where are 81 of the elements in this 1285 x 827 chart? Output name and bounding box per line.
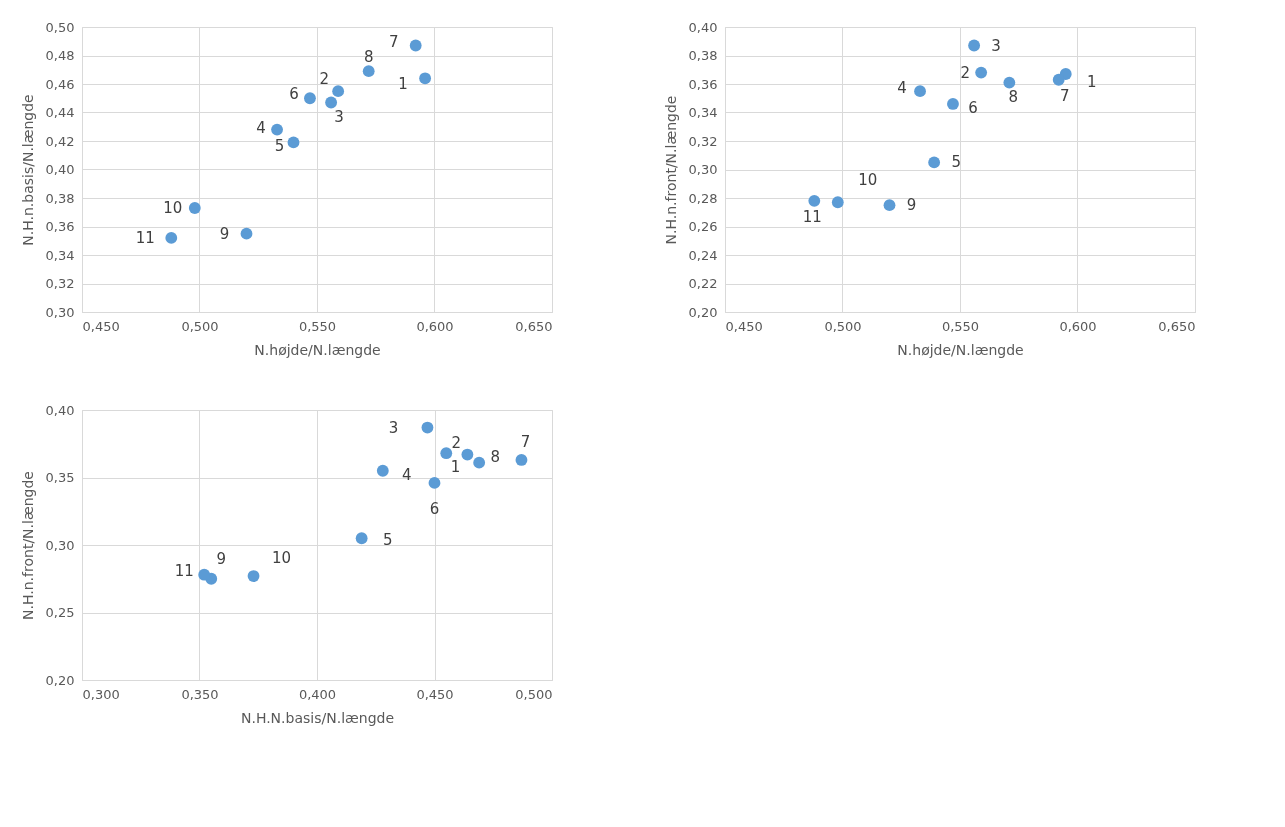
annotation: 5 <box>951 153 961 172</box>
x-tick-label: 0,650 <box>515 318 553 334</box>
annotation: 2 <box>960 63 970 82</box>
annotation: 4 <box>402 465 412 484</box>
y-tick-label: 0,38 <box>688 48 718 63</box>
annotation: 3 <box>991 36 1001 55</box>
annotation: 11 <box>802 207 822 226</box>
y-tick-label: 0,35 <box>45 470 75 485</box>
y-tick-label: 0,26 <box>688 219 718 234</box>
annotation: 10 <box>272 549 292 568</box>
x-tick-label: 0,600 <box>1059 318 1097 334</box>
annotation: 1 <box>398 75 408 94</box>
annotation: 1 <box>1086 73 1097 92</box>
y-tick-label: 0,20 <box>45 672 75 688</box>
annotation: 9 <box>219 224 230 243</box>
x-tick-label: 0,650 <box>1158 318 1196 334</box>
y-tick-label: 0,24 <box>688 247 718 263</box>
y-tick-label: 0,28 <box>688 190 718 206</box>
y-tick-label: 0,34 <box>45 247 75 263</box>
annotation: 6 <box>429 499 440 518</box>
annotation: 3 <box>334 107 344 126</box>
y-axis-title: N.H.n.front/N.længde <box>662 95 679 245</box>
x-axis-title: N.højde/N.længde <box>254 341 381 358</box>
y-axis-title: N.H.n.basis/N.længde <box>19 94 36 246</box>
annotation: 5 <box>382 531 393 550</box>
x-tick-label: 0,550 <box>298 318 337 334</box>
y-tick-label: 0,34 <box>688 105 718 120</box>
annotation: 10 <box>163 198 183 217</box>
annotation: 6 <box>968 98 978 117</box>
y-tick-label: 0,30 <box>45 304 75 320</box>
y-tick-label: 0,40 <box>45 402 75 418</box>
x-tick-label: 0,550 <box>941 318 980 334</box>
y-tick-label: 0,42 <box>45 133 75 149</box>
x-tick-label: 0,350 <box>181 686 219 702</box>
annotation: 8 <box>490 447 500 466</box>
y-tick-label: 0,44 <box>45 105 75 120</box>
y-tick-label: 0,40 <box>45 162 75 177</box>
x-tick-label: 0,600 <box>416 318 454 334</box>
annotation: 11 <box>135 228 155 247</box>
y-axis-title: N.H.n.front/N.længde <box>19 471 36 620</box>
y-tick-label: 0,50 <box>45 19 75 35</box>
y-tick-label: 0,36 <box>688 76 718 92</box>
x-axis-title: N.H.N.basis/N.længde <box>240 709 395 726</box>
annotation: 4 <box>897 79 907 98</box>
annotation: 8 <box>1008 87 1019 106</box>
annotation: 3 <box>388 418 399 437</box>
annotation: 4 <box>256 118 266 137</box>
y-tick-label: 0,38 <box>45 190 75 206</box>
annotation: 7 <box>388 32 399 51</box>
x-tick-label: 0,500 <box>181 318 219 334</box>
annotation: 1 <box>450 457 461 476</box>
x-axis-title: N.højde/N.længde <box>897 341 1024 358</box>
annotation: 7 <box>520 432 531 451</box>
x-tick-label: 0,450 <box>82 318 120 334</box>
annotation: 6 <box>289 85 299 104</box>
x-tick-label: 0,300 <box>82 686 120 702</box>
annotation: 9 <box>906 196 917 215</box>
annotation: 5 <box>274 137 285 156</box>
y-tick-label: 0,46 <box>45 76 75 92</box>
y-tick-label: 0,30 <box>45 537 75 553</box>
y-tick-label: 0,32 <box>45 276 75 291</box>
x-tick-label: 0,450 <box>416 686 454 702</box>
y-tick-label: 0,30 <box>688 162 718 177</box>
annotation: 7 <box>1059 86 1070 105</box>
annotation: 11 <box>174 561 194 580</box>
x-tick-label: 0,500 <box>515 686 553 702</box>
y-tick-label: 0,40 <box>688 19 718 35</box>
x-tick-label: 0,450 <box>725 318 763 334</box>
y-tick-label: 0,48 <box>45 48 75 63</box>
y-tick-label: 0,36 <box>45 219 75 234</box>
annotation: 2 <box>319 70 329 89</box>
y-tick-label: 0,25 <box>45 605 75 620</box>
y-tick-label: 0,20 <box>688 304 718 320</box>
annotation: 9 <box>216 549 227 568</box>
y-tick-label: 0,22 <box>688 276 718 291</box>
x-tick-label: 0,500 <box>824 318 862 334</box>
annotation: 10 <box>858 171 878 190</box>
annotation: 8 <box>363 48 374 67</box>
x-tick-label: 0,400 <box>298 686 337 702</box>
annotation: 2 <box>451 434 462 453</box>
y-tick-label: 0,32 <box>688 133 718 149</box>
